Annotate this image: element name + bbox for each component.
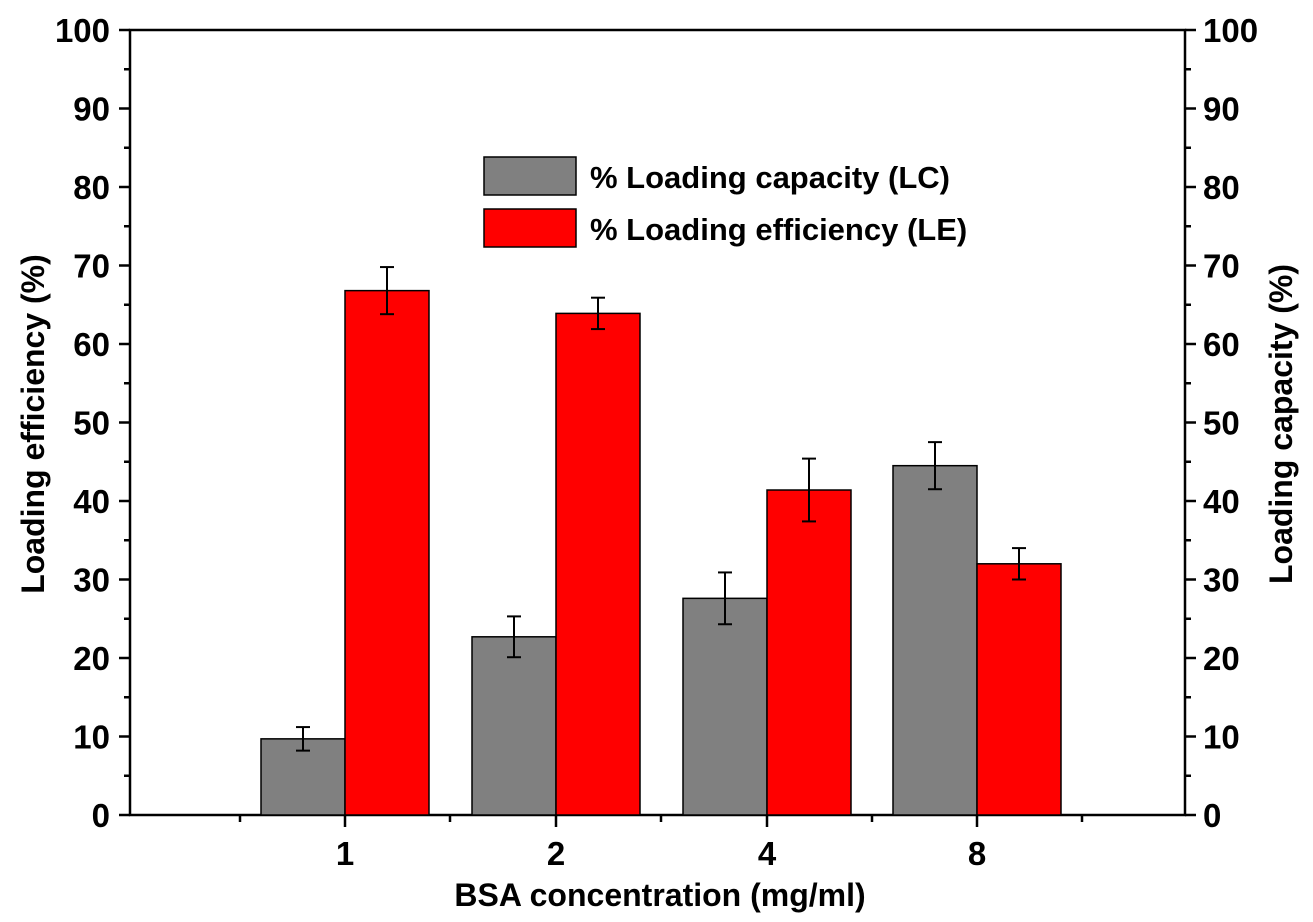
- y-tick-label-right: 0: [1203, 797, 1221, 834]
- y-tick-label-left: 60: [73, 326, 110, 363]
- legend-label-le: % Loading efficiency (LE): [590, 212, 967, 247]
- x-tick-label: 1: [336, 835, 354, 872]
- x-tick-label: 4: [758, 835, 777, 872]
- y-tick-label-right: 70: [1203, 248, 1240, 285]
- bar-le: [555, 312, 641, 816]
- bar-lc: [682, 597, 768, 816]
- bar-le: [344, 289, 430, 816]
- y-tick-label-left: 90: [73, 91, 110, 128]
- x-tick-label: 2: [547, 835, 565, 872]
- y-tick-label-right: 20: [1203, 640, 1240, 677]
- y-tick-label-right: 30: [1203, 562, 1240, 599]
- y-axis-title-left: Loading efficiency (%): [15, 254, 51, 594]
- y-axis-title-right: Loading capacity (%): [1263, 264, 1299, 584]
- y-tick-label-left: 100: [55, 12, 110, 49]
- y-tick-label-right: 60: [1203, 326, 1240, 363]
- bars-group: [260, 289, 1062, 816]
- bar-lc: [471, 636, 557, 816]
- y-tick-label-right: 10: [1203, 719, 1240, 756]
- legend-label-lc: % Loading capacity (LC): [590, 160, 950, 195]
- y-tick-label-right: 80: [1203, 169, 1240, 206]
- y-tick-label-right: 100: [1203, 12, 1258, 49]
- y-tick-label-right: 40: [1203, 483, 1240, 520]
- legend-swatch-lc: [483, 156, 577, 196]
- legend-swatch-le: [483, 208, 577, 248]
- y-tick-label-left: 0: [92, 797, 110, 834]
- y-tick-label-left: 30: [73, 562, 110, 599]
- legend: % Loading capacity (LC) % Loading effici…: [483, 156, 967, 248]
- bar-le: [766, 489, 852, 816]
- y-tick-label-left: 10: [73, 719, 110, 756]
- y-tick-label-left: 80: [73, 169, 110, 206]
- y-tick-label-left: 70: [73, 248, 110, 285]
- error-bars-group: [296, 266, 1026, 752]
- bar-lc: [892, 464, 978, 816]
- x-tick-label: 8: [968, 835, 986, 872]
- ticks-group: 0 0 10 10 20 20 30 30 40 40 50 50 60 60 70 70 80 80 90 90 10…: [55, 12, 1258, 872]
- x-axis-title: BSA concentration (mg/ml): [454, 877, 865, 913]
- y-tick-label-left: 40: [73, 483, 110, 520]
- y-tick-label-left: 50: [73, 405, 110, 442]
- y-tick-label-right: 50: [1203, 405, 1240, 442]
- y-tick-label-left: 20: [73, 640, 110, 677]
- y-tick-label-right: 90: [1203, 91, 1240, 128]
- bar-le: [976, 563, 1062, 816]
